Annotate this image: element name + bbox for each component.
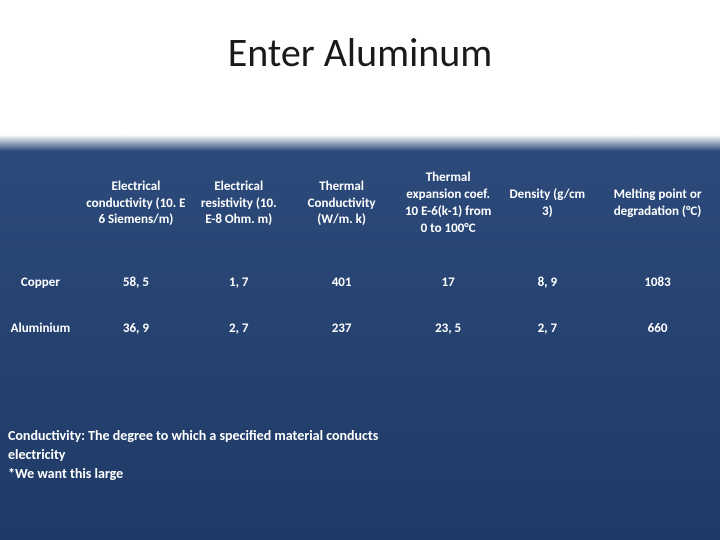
- footnote: Conductivity: The degree to which a spec…: [8, 427, 408, 484]
- cell-value: 2, 7: [191, 305, 287, 351]
- properties-table-wrap: Electrical conductivity (10. E 6 Siemens…: [0, 149, 720, 351]
- row-label-aluminium: Aluminium: [0, 305, 81, 351]
- cell-value: 23, 5: [397, 305, 500, 351]
- cell-value: 17: [397, 259, 500, 305]
- properties-table: Electrical conductivity (10. E 6 Siemens…: [0, 149, 720, 351]
- table-row: Copper 58, 5 1, 7 401 17 8, 9 1083: [0, 259, 720, 305]
- cell-value: 401: [287, 259, 397, 305]
- col-header-melting-point: Melting point or degradation (°C): [595, 149, 720, 259]
- table-header-row: Electrical conductivity (10. E 6 Siemens…: [0, 149, 720, 259]
- col-header-thermal-conductivity: Thermal Conductivity (W/m. k): [287, 149, 397, 259]
- table-row: Aluminium 36, 9 2, 7 237 23, 5 2, 7 660: [0, 305, 720, 351]
- page-title: Enter Aluminum: [0, 0, 720, 77]
- col-header-elec-resistivity: Electrical resistivity (10. E-8 Ohm. m): [191, 149, 287, 259]
- cell-value: 237: [287, 305, 397, 351]
- cell-value: 1, 7: [191, 259, 287, 305]
- footnote-line1: Conductivity: The degree to which a spec…: [8, 427, 408, 465]
- col-header-elec-conductivity: Electrical conductivity (10. E 6 Siemens…: [81, 149, 191, 259]
- col-header-thermal-expansion: Thermal expansion coef. 10 E-6(k-1) from…: [397, 149, 500, 259]
- col-header-empty: [0, 149, 81, 259]
- cell-value: 2, 7: [500, 305, 596, 351]
- cell-value: 58, 5: [81, 259, 191, 305]
- footnote-line2: *We want this large: [8, 465, 408, 484]
- cell-value: 36, 9: [81, 305, 191, 351]
- cell-value: 660: [595, 305, 720, 351]
- cell-value: 1083: [595, 259, 720, 305]
- row-label-copper: Copper: [0, 259, 81, 305]
- col-header-density: Density (g/cm 3): [500, 149, 596, 259]
- cell-value: 8, 9: [500, 259, 596, 305]
